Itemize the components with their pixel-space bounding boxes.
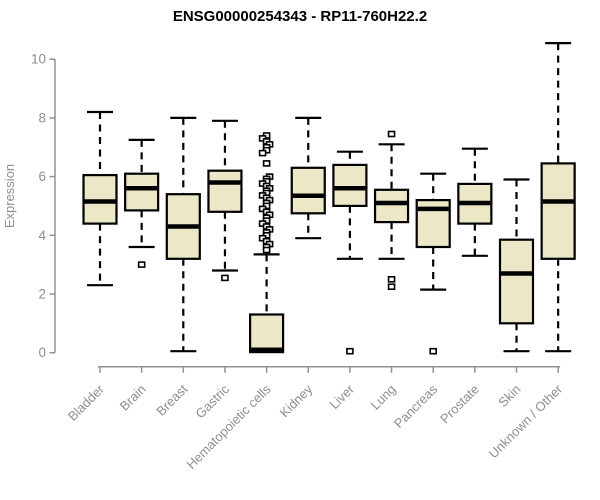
chart-title: ENSG00000254343 - RP11-760H22.2 (173, 8, 427, 25)
y-tick-label: 8 (38, 110, 46, 125)
x-category-label: Pancreas (391, 381, 441, 431)
box-lung (373, 130, 410, 291)
box-prostate (457, 147, 493, 257)
x-category-label: Prostate (437, 382, 482, 427)
y-tick-label: 10 (31, 52, 46, 67)
box-unknown-other (540, 41, 576, 353)
x-category-label: Kidney (277, 381, 316, 420)
iqr-box (373, 188, 410, 224)
x-category-label: Skin (495, 382, 523, 410)
iqr-box (498, 238, 535, 325)
box-breast (165, 116, 201, 353)
x-category-label: Bladder (65, 381, 108, 424)
iqr-box (332, 163, 368, 207)
outlier-marker (429, 347, 438, 355)
iqr-box (540, 162, 576, 260)
y-axis-label: Expression (2, 164, 17, 228)
outlier-marker (387, 275, 396, 283)
box-liver (332, 150, 368, 355)
outlier-marker (221, 274, 229, 282)
outlier-marker (137, 261, 146, 268)
x-category-label: Brain (117, 382, 149, 414)
x-category-label: Liver (326, 381, 357, 412)
x-category-label: Gastric (192, 381, 232, 421)
box-pancreas (415, 172, 451, 355)
x-category-label: Breast (153, 381, 190, 418)
outlier-marker (262, 246, 271, 254)
box-brain (124, 138, 160, 268)
box-hematopoietic-cells (249, 132, 285, 354)
x-category-label: Unknown / Other (486, 381, 566, 461)
outlier-marker (262, 160, 271, 167)
box-gastric (207, 119, 243, 282)
boxes-group (82, 41, 576, 355)
box-bladder (82, 110, 118, 287)
y-tick-label: 2 (38, 287, 46, 302)
iqr-box (207, 169, 243, 213)
outlier-marker (346, 347, 354, 355)
iqr-box (249, 313, 285, 354)
outlier-marker (387, 283, 396, 291)
x-category-label: Lung (368, 382, 399, 413)
box-skin (498, 178, 535, 353)
outlier-marker (387, 130, 396, 138)
iqr-box (124, 172, 160, 212)
box-kidney (290, 116, 326, 240)
iqr-box (290, 166, 326, 215)
y-tick-label: 4 (38, 228, 46, 243)
y-tick-label: 0 (38, 345, 46, 360)
outlier-marker (258, 149, 267, 157)
y-tick-label: 6 (38, 169, 46, 184)
